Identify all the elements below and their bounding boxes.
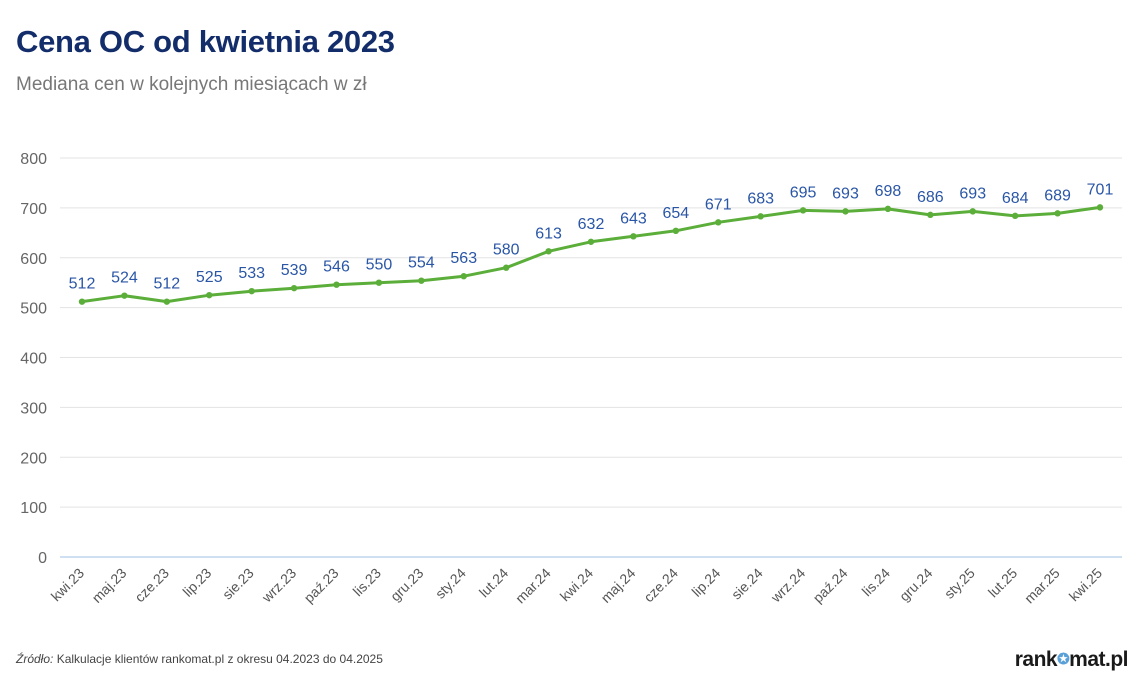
- data-point: [121, 292, 128, 299]
- source-note: Źródło: Kalkulacje klientów rankomat.pl …: [16, 652, 383, 666]
- data-label: 539: [281, 262, 308, 279]
- y-tick-label: 700: [20, 201, 47, 218]
- data-label: 550: [366, 257, 393, 274]
- data-label: 654: [662, 205, 689, 222]
- data-point: [1096, 204, 1104, 211]
- data-label: 695: [790, 184, 817, 201]
- x-tick-label: lis.23: [350, 565, 385, 600]
- data-point: [78, 298, 86, 305]
- x-axis-ticks: kwi.23 maj.23 cze.23 lip.23 sie.23 wrz.23 paź.…: [48, 565, 1106, 607]
- x-tick-label: sty.25: [941, 565, 978, 602]
- x-tick-label: kwi.25: [1066, 565, 1106, 605]
- data-point: [248, 287, 255, 295]
- x-tick-label: sty.24: [432, 565, 469, 602]
- data-point: [290, 284, 298, 292]
- data-label: 580: [493, 242, 520, 259]
- data-point: [927, 211, 934, 219]
- source-label: Źródło:: [16, 652, 54, 666]
- data-point: [587, 238, 595, 245]
- logo-text-right: mat.pl: [1069, 648, 1128, 671]
- y-tick-label: 500: [20, 301, 47, 318]
- brand-logo: rank✪mat.pl: [1014, 648, 1129, 672]
- chart-title: Cena OC od kwietnia 2023: [16, 24, 395, 59]
- y-tick-label: 300: [20, 400, 47, 417]
- x-tick-label: cze.23: [131, 565, 172, 606]
- logo-text-left: rank: [1014, 648, 1058, 671]
- x-tick-label: wrz.23: [258, 565, 299, 606]
- star-icon: ✪: [1057, 651, 1070, 668]
- data-label: 701: [1087, 181, 1114, 198]
- data-label: 613: [535, 225, 562, 242]
- data-point: [1054, 210, 1061, 217]
- data-point: [333, 281, 340, 288]
- source-text: Kalkulacje klientów rankomat.pl z okresu…: [53, 652, 383, 666]
- y-tick-label: 200: [20, 450, 47, 467]
- data-point: [460, 273, 467, 280]
- data-point: [418, 277, 425, 284]
- data-label: 512: [69, 276, 96, 293]
- data-label: 554: [408, 255, 435, 272]
- data-label: 524: [111, 270, 138, 287]
- data-label: 525: [196, 269, 223, 286]
- data-point: [799, 207, 807, 214]
- data-label: 546: [323, 259, 350, 276]
- data-label: 683: [747, 190, 774, 207]
- data-point: [757, 213, 764, 220]
- data-label: 632: [578, 216, 605, 233]
- data-label: 686: [917, 189, 944, 206]
- data-point: [206, 291, 213, 299]
- data-point: [715, 219, 722, 226]
- data-point: [375, 279, 383, 286]
- y-tick-label: 100: [20, 500, 47, 517]
- x-tick-label: sie.24: [728, 565, 766, 603]
- y-tick-label: 0: [38, 550, 47, 567]
- data-point: [502, 264, 510, 271]
- data-label: 693: [832, 185, 859, 202]
- data-label: 689: [1044, 187, 1071, 204]
- data-point: [163, 298, 171, 305]
- x-tick-label: sie.23: [219, 565, 257, 603]
- x-tick-label: paź.24: [810, 565, 851, 606]
- data-label: 512: [153, 276, 180, 293]
- data-point: [884, 205, 892, 213]
- y-tick-label: 800: [20, 151, 47, 168]
- x-tick-label: paź.23: [301, 565, 342, 606]
- x-tick-label: mar.25: [1021, 565, 1063, 607]
- x-tick-label: lut.25: [985, 565, 1021, 601]
- x-tick-label: kwi.24: [557, 565, 597, 605]
- x-tick-label: lis.24: [859, 565, 894, 600]
- x-tick-label: lip.24: [688, 565, 723, 600]
- data-label: 563: [450, 250, 477, 267]
- y-axis-ticks: 0 100 200 300 400 500 600 700 800: [20, 151, 47, 567]
- data-point: [842, 208, 849, 215]
- data-point: [672, 227, 680, 235]
- x-tick-label: maj.24: [598, 565, 639, 606]
- x-tick-label: wrz.24: [767, 565, 808, 606]
- x-tick-label: lut.24: [476, 565, 512, 601]
- data-points: [78, 204, 1104, 305]
- x-tick-label: gru.23: [387, 565, 427, 605]
- y-tick-label: 400: [20, 351, 47, 368]
- chart-subtitle: Mediana cen w kolejnych miesiącach w zł: [16, 74, 367, 95]
- data-point: [969, 208, 976, 215]
- x-tick-label: gru.24: [896, 565, 936, 605]
- x-tick-label: cze.24: [640, 565, 681, 606]
- data-label: 693: [959, 185, 986, 202]
- x-tick-label: lip.23: [179, 565, 214, 600]
- gridlines: [60, 157, 1122, 558]
- data-point: [545, 248, 552, 255]
- data-label: 533: [238, 265, 265, 282]
- data-label: 698: [875, 183, 902, 200]
- x-tick-label: maj.23: [89, 565, 130, 606]
- data-labels: 512 524 512 525 533 539 546 550 554 563 580 613 632 6…: [69, 181, 1114, 292]
- data-label: 671: [705, 196, 732, 213]
- data-point: [1011, 212, 1019, 220]
- data-label: 684: [1002, 190, 1029, 207]
- x-tick-label: kwi.23: [48, 565, 88, 605]
- data-point: [630, 233, 637, 240]
- x-tick-label: mar.24: [512, 565, 554, 607]
- y-tick-label: 600: [20, 251, 47, 268]
- data-label: 643: [620, 210, 647, 227]
